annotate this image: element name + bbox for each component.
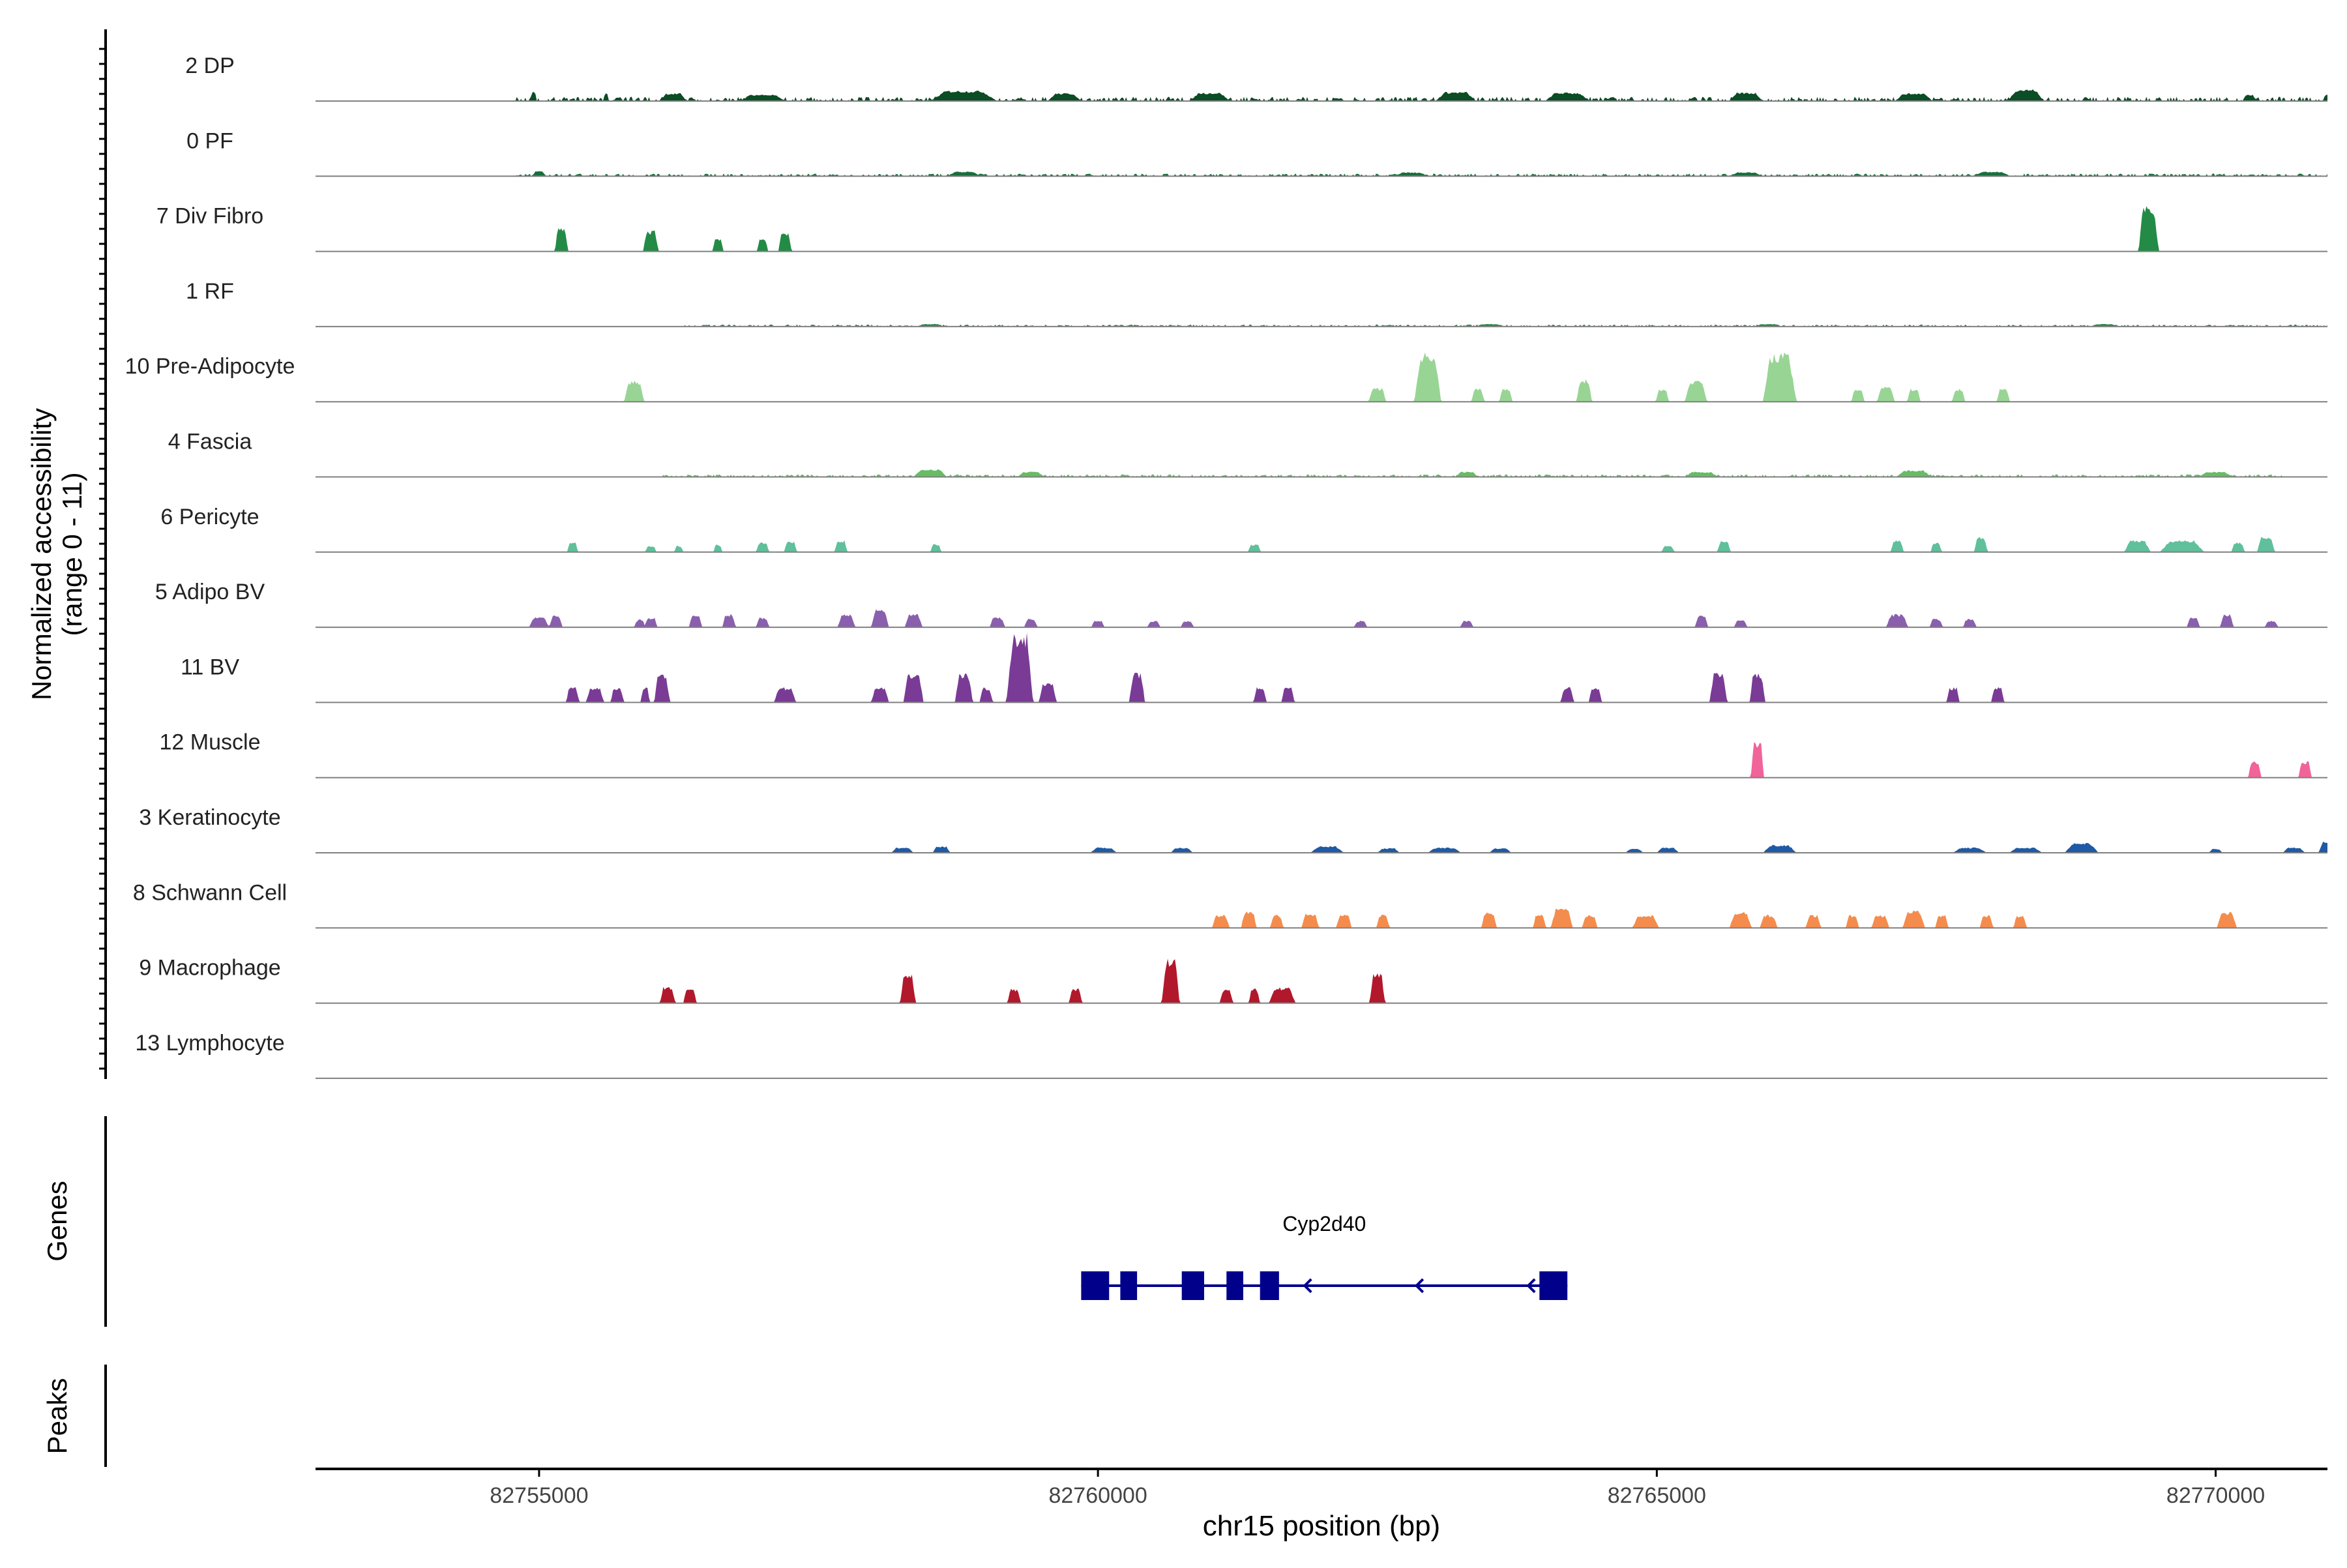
track-5-adipo-bv: 5 Adipo BV [155,580,2327,629]
axes: Normalized accessibility (range 0 - 11) … [26,29,2327,1542]
coverage-y-axis-label-line1: Normalized accessibility [26,408,57,700]
track-label: 6 Pericyte [160,505,259,529]
track-label: 2 DP [185,53,235,78]
track-label: 3 Keratinocyte [139,805,280,830]
track-3-keratinocyte: 3 Keratinocyte [139,805,2327,853]
gene-name-label: Cyp2d40 [1282,1212,1366,1235]
gene-exon [1260,1271,1279,1300]
track-label: 4 Fascia [168,430,252,454]
strand-arrow [1414,1278,1424,1294]
track-label: 12 Muscle [160,730,261,755]
coverage-area [316,537,2327,552]
track-label: 0 PF [186,128,233,153]
track-label: 1 RF [186,279,234,304]
strand-arrow [1526,1278,1536,1294]
x-axis-label: chr15 position (bp) [1203,1510,1440,1542]
coverage-y-axis-label-line2: (range 0 - 11) [57,472,87,636]
track-0-pf: 0 PF [186,128,2327,177]
gene-exon [1181,1271,1204,1300]
coverage-tracks: 2 DP 0 PF 7 Div Fibro 1 RF 10 Pre-Adipocyte 4… [125,53,2327,1079]
track-7-div-fibro: 7 Div Fibro [156,204,2327,252]
track-9-macrophage: 9 Macrophage [139,956,2327,1004]
x-tick-label: 82755000 [490,1483,588,1508]
coverage-area [316,841,2327,853]
track-label: 11 BV [181,655,239,679]
track-6-pericyte: 6 Pericyte [160,505,2327,553]
track-1-rf: 1 RF [186,279,2327,327]
track-10-pre-adipocyte: 10 Pre-Adipocyte [125,352,2327,403]
track-label: 7 Div Fibro [156,204,263,229]
track-label: 9 Macrophage [139,956,280,981]
x-tick-label: 82760000 [1048,1483,1147,1508]
track-11-bv: 11 BV [181,632,2327,703]
x-axis-ticks: 82755000 82760000 82765000 82770000 [490,1469,2265,1508]
track-12-muscle: 12 Muscle [160,730,2327,778]
track-label: 13 Lymphocyte [135,1031,284,1056]
track-13-lymphocyte: 13 Lymphocyte [135,1031,2327,1079]
track-label: 10 Pre-Adipocyte [125,354,295,379]
track-4-fascia: 4 Fascia [168,430,2327,478]
coverage-area [316,89,2327,101]
coverage-y-axis-ticks [99,48,106,1070]
track-label: 5 Adipo BV [155,580,265,604]
gene-exon [1539,1271,1568,1300]
gene-cyp2d40: Cyp2d40 [1081,1212,1568,1300]
coverage-area [316,469,2327,477]
track-label: 8 Schwann Cell [133,880,287,905]
coverage-area [316,323,2327,327]
peaks-panel-label: Peaks [42,1378,72,1455]
x-tick-label: 82765000 [1608,1483,1706,1508]
strand-arrow [1303,1278,1312,1294]
gene-annotations: Cyp2d40 [1081,1212,1568,1300]
genes-panel-label: Genes [42,1181,72,1262]
gene-exon [1120,1271,1138,1300]
track-2-dp: 2 DP [185,53,2327,102]
gene-exon [1081,1271,1110,1300]
track-8-schwann-cell: 8 Schwann Cell [133,880,2327,929]
x-tick-label: 82770000 [2166,1483,2265,1508]
gene-exon [1226,1271,1243,1300]
